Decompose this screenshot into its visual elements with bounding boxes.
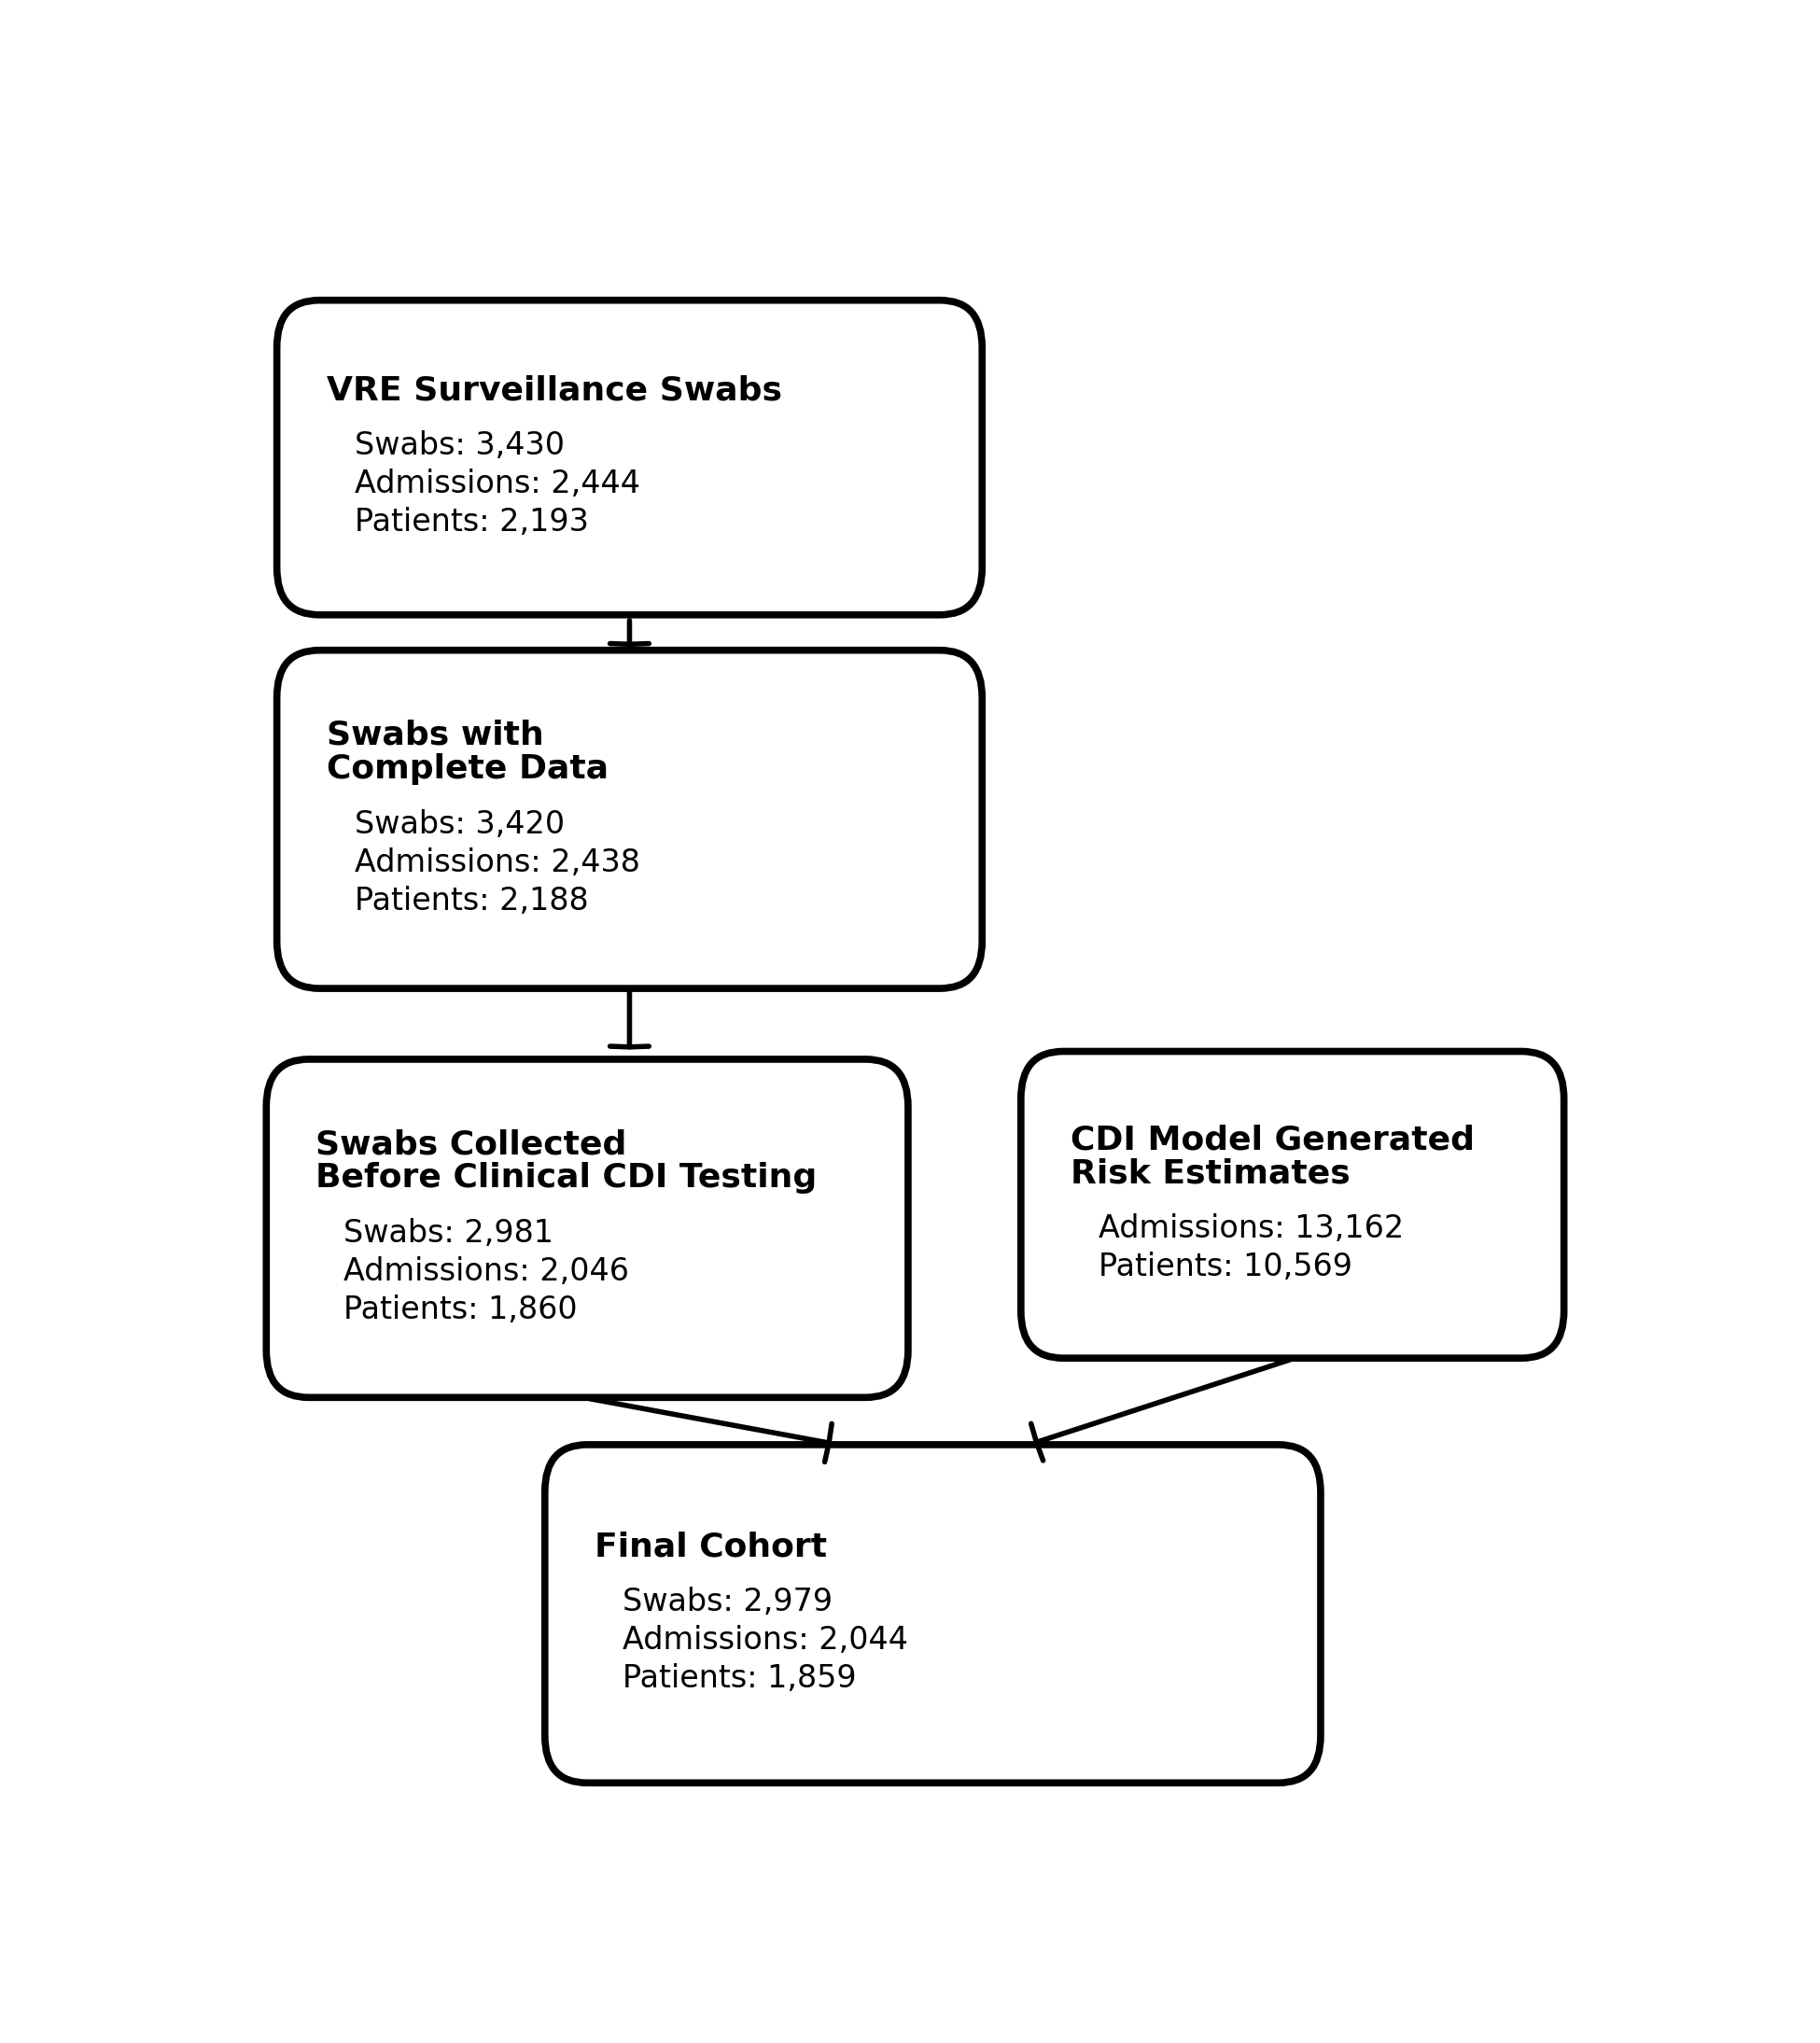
Text: Patients: 1,860: Patients: 1,860 (344, 1295, 577, 1326)
Text: Patients: 10,569: Patients: 10,569 (1099, 1252, 1352, 1283)
Text: Swabs: 2,979: Swabs: 2,979 (622, 1587, 832, 1618)
Text: Before Clinical CDI Testing: Before Clinical CDI Testing (315, 1162, 817, 1193)
Text: Risk Estimates: Risk Estimates (1070, 1158, 1350, 1189)
Text: Admissions: 2,046: Admissions: 2,046 (344, 1256, 630, 1287)
Text: Final Cohort: Final Cohort (593, 1530, 826, 1563)
Text: Admissions: 13,162: Admissions: 13,162 (1099, 1214, 1403, 1244)
Text: Patients: 2,193: Patients: 2,193 (355, 507, 588, 537)
FancyBboxPatch shape (266, 1058, 908, 1397)
FancyBboxPatch shape (1021, 1052, 1563, 1359)
Text: Swabs with: Swabs with (326, 719, 544, 752)
Text: VRE Surveillance Swabs: VRE Surveillance Swabs (326, 374, 783, 407)
Text: Complete Data: Complete Data (326, 754, 608, 785)
Text: Swabs: 3,430: Swabs: 3,430 (355, 431, 564, 462)
FancyBboxPatch shape (277, 650, 983, 989)
Text: Admissions: 2,444: Admissions: 2,444 (355, 468, 641, 498)
Text: Swabs Collected: Swabs Collected (315, 1128, 626, 1160)
Text: Admissions: 2,044: Admissions: 2,044 (622, 1624, 908, 1655)
Text: Swabs: 3,420: Swabs: 3,420 (355, 809, 564, 840)
Text: Swabs: 2,981: Swabs: 2,981 (344, 1218, 553, 1248)
FancyBboxPatch shape (544, 1444, 1321, 1784)
FancyBboxPatch shape (277, 300, 983, 615)
Text: Patients: 1,859: Patients: 1,859 (622, 1663, 857, 1694)
Text: CDI Model Generated: CDI Model Generated (1070, 1124, 1474, 1156)
Text: Admissions: 2,438: Admissions: 2,438 (355, 848, 641, 878)
Text: Patients: 2,188: Patients: 2,188 (355, 885, 588, 917)
